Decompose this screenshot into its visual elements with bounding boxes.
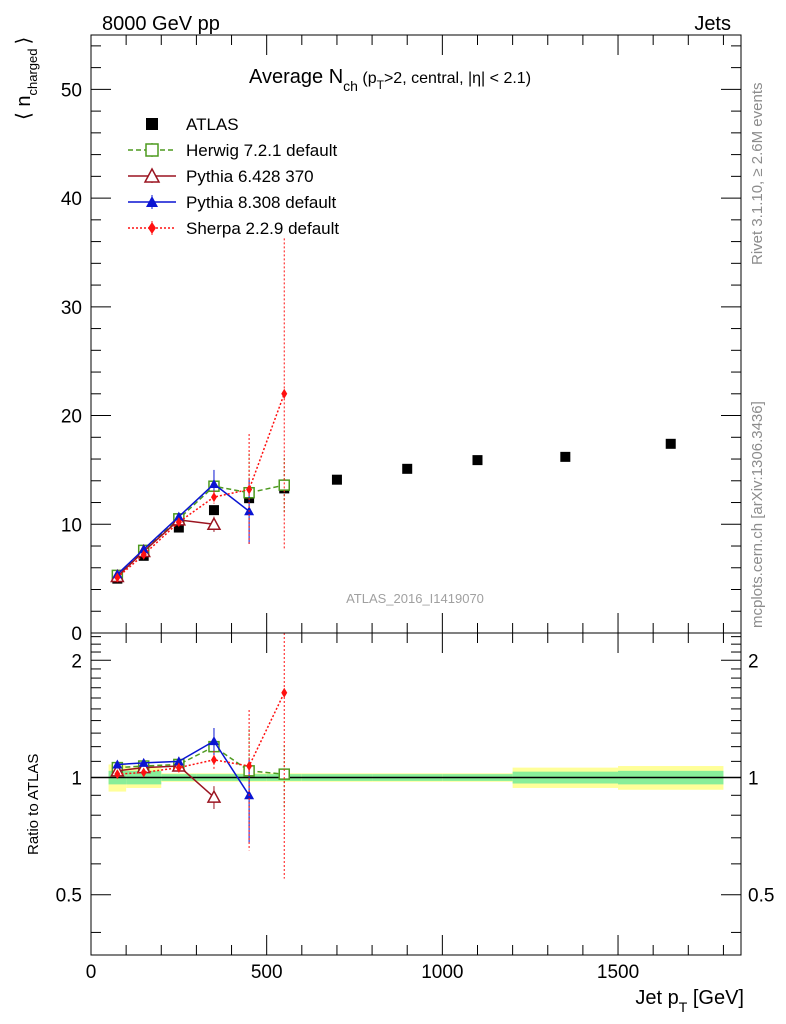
series-2-ratio-line bbox=[117, 765, 215, 798]
atlas-data-point: ATLAS: 11.3 bbox=[208, 505, 219, 516]
legend-label: Pythia 6.428 370 bbox=[186, 167, 314, 186]
series-4-ratio-point bbox=[246, 761, 253, 772]
ratio-tick-label: 2 bbox=[71, 651, 82, 672]
legend-label: Pythia 8.308 default bbox=[186, 193, 337, 212]
ratio-tick-label-right: 0.5 bbox=[748, 886, 774, 907]
series-4-point bbox=[246, 484, 253, 495]
legend-marker bbox=[145, 143, 159, 157]
legend-marker bbox=[146, 196, 158, 207]
header-left: 8000 GeV pp bbox=[102, 13, 220, 35]
atlas-data-point: ATLAS: 14.1 bbox=[331, 474, 342, 485]
series-4-ratio-point bbox=[175, 762, 182, 773]
series-3-ratio-point bbox=[138, 757, 149, 767]
ratio-tick-label: 1 bbox=[71, 768, 82, 789]
x-tick-label: 1500 bbox=[597, 962, 639, 983]
series-4-ratio-point bbox=[281, 687, 288, 698]
series-4-point bbox=[140, 549, 147, 560]
rivet-label: Rivet 3.1.10, ≥ 2.6M events bbox=[749, 83, 766, 266]
series-3-ratio-point bbox=[208, 736, 219, 746]
series-4-point bbox=[114, 572, 121, 583]
ratio-reference-band bbox=[91, 764, 741, 792]
x-tick-label: 500 bbox=[251, 962, 283, 983]
ratio-y-axis-label: Ratio to ATLAS bbox=[25, 754, 42, 855]
title-sub: ch bbox=[343, 78, 358, 94]
series-layer: ATLAS: 5ATLAS: 7.1ATLAS: 9.7ATLAS: 11.3A… bbox=[110, 238, 676, 879]
ratio-plot-frame bbox=[90, 632, 742, 956]
xlabel-sub: T bbox=[679, 999, 688, 1015]
xlabel-rest: [GeV] bbox=[687, 987, 744, 1009]
series-3-ratio-point bbox=[112, 759, 123, 769]
series-4-ratio-point bbox=[114, 769, 121, 780]
y-tick-label: 10 bbox=[61, 515, 82, 536]
x-tick-label: 1000 bbox=[421, 962, 463, 983]
series-4-line bbox=[116, 393, 285, 579]
atlas-data-point: ATLAS: 17.4 bbox=[665, 438, 676, 449]
title-rest-b: >2, central, |η| < 2.1) bbox=[384, 70, 531, 87]
xlabel-main: Jet p bbox=[635, 987, 678, 1009]
legend-marker bbox=[148, 222, 156, 234]
series-4-ratio-point bbox=[140, 767, 147, 778]
series-2-line bbox=[116, 519, 215, 578]
legend-marker bbox=[143, 167, 161, 183]
legend-label: Herwig 7.2.1 default bbox=[186, 141, 337, 160]
series-3-point bbox=[173, 511, 184, 521]
x-axis-label: Jet pT [GeV] bbox=[635, 987, 744, 1015]
ylabel-close: ⟩ bbox=[13, 37, 35, 45]
atlas-data-point: ATLAS: 16.2 bbox=[560, 451, 571, 462]
y-tick-label: 30 bbox=[61, 298, 82, 319]
y-tick-label: 0 bbox=[71, 624, 82, 645]
ratio-tick-label-right: 2 bbox=[748, 651, 759, 672]
legend-label: Sherpa 2.2.9 default bbox=[186, 219, 339, 238]
ratio-tick-label: 0.5 bbox=[56, 886, 82, 907]
ratio-tick-label-right: 1 bbox=[748, 768, 759, 789]
series-4-ratio-point bbox=[210, 754, 217, 765]
y-tick-label: 50 bbox=[61, 80, 82, 101]
y-tick-label: 40 bbox=[61, 189, 82, 210]
title-rest-a: (p bbox=[358, 70, 377, 87]
header-right: Jets bbox=[694, 13, 731, 35]
legend: ATLAS Herwig 7.2.1 default Pythia 6.428 37… bbox=[128, 115, 339, 238]
title-rest-sub: T bbox=[377, 78, 385, 92]
series-1-ratio-line bbox=[117, 745, 285, 775]
ylabel-sub: charged bbox=[25, 49, 40, 96]
series-1-point bbox=[278, 479, 290, 491]
atlas-data-point: ATLAS: 15.9 bbox=[472, 455, 483, 466]
y-axis-label: ⟨ ncharged ⟩ bbox=[13, 37, 40, 120]
legend-marker bbox=[146, 118, 158, 130]
x-tick-label: 0 bbox=[86, 962, 97, 983]
atlas-data-point: ATLAS: 15.1 bbox=[402, 463, 413, 474]
series-3-point bbox=[138, 544, 149, 554]
ylabel-open: ⟨ n bbox=[13, 96, 35, 120]
series-2-point bbox=[206, 516, 222, 531]
series-4-point bbox=[175, 517, 182, 528]
analysis-watermark: ATLAS_2016_I1419070 bbox=[346, 591, 484, 606]
series-3-point bbox=[208, 479, 219, 489]
mcplots-label: mcplots.cern.ch [arXiv:1306.3436] bbox=[749, 401, 766, 628]
series-4-point bbox=[281, 388, 288, 399]
series-2-ratio-point bbox=[206, 789, 222, 803]
series-1-line bbox=[116, 484, 285, 576]
title-main: Average N bbox=[249, 66, 343, 88]
series-4-point bbox=[210, 492, 217, 503]
legend-label: ATLAS bbox=[186, 115, 239, 134]
chart-title: Average Nch (pT>2, central, |η| < 2.1) bbox=[249, 66, 531, 94]
series-3-ratio-point bbox=[173, 756, 184, 766]
y-tick-label: 20 bbox=[61, 407, 82, 428]
atlas-data-point: ATLAS: 9.7 bbox=[173, 522, 184, 533]
